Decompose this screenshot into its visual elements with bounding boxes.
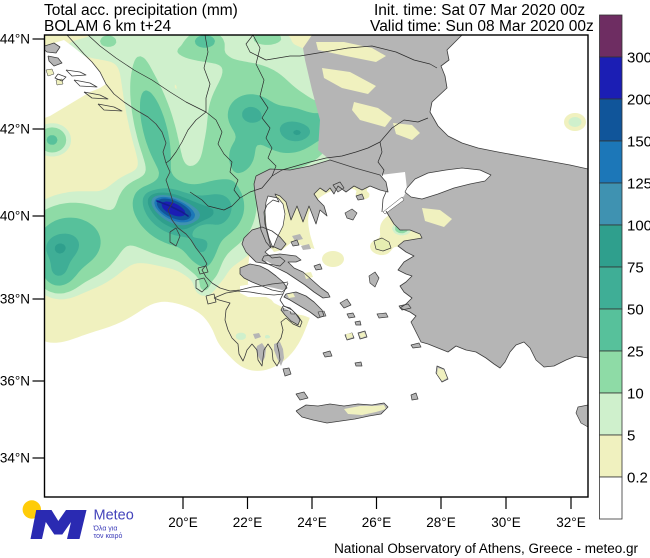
svg-text:Total acc. precipitation (mm): Total acc. precipitation (mm) — [44, 2, 238, 19]
svg-text:10: 10 — [627, 386, 644, 403]
svg-text:22°E: 22°E — [233, 515, 262, 530]
svg-text:Meteo: Meteo — [94, 508, 134, 524]
svg-text:25: 25 — [627, 344, 644, 361]
svg-text:τον καιρό: τον καιρό — [94, 532, 123, 540]
svg-text:5: 5 — [627, 428, 635, 445]
svg-text:26°E: 26°E — [362, 515, 391, 530]
svg-text:Valid time: Sun 08 Mar 2020 00: Valid time: Sun 08 Mar 2020 00z — [370, 18, 594, 35]
svg-text:44°N: 44°N — [0, 32, 30, 47]
svg-text:30°E: 30°E — [491, 515, 520, 530]
svg-text:0.2: 0.2 — [627, 470, 648, 487]
svg-text:100: 100 — [627, 218, 650, 235]
svg-text:200: 200 — [627, 92, 650, 109]
svg-text:32°E: 32°E — [556, 515, 585, 530]
svg-text:50: 50 — [627, 302, 644, 319]
svg-text:75: 75 — [627, 260, 644, 277]
svg-text:300: 300 — [627, 50, 650, 67]
svg-text:125: 125 — [627, 176, 650, 193]
svg-text:34°N: 34°N — [0, 451, 30, 466]
svg-text:150: 150 — [627, 134, 650, 151]
svg-text:Init. time: Sat 07 Mar 2020 00: Init. time: Sat 07 Mar 2020 00z — [374, 2, 585, 19]
svg-text:24°E: 24°E — [297, 515, 326, 530]
svg-text:Όλα για: Όλα για — [93, 526, 118, 533]
svg-text:National Observatory of Athens: National Observatory of Athens, Greece -… — [334, 541, 638, 556]
svg-text:28°E: 28°E — [426, 515, 455, 530]
svg-text:20°E: 20°E — [168, 515, 197, 530]
svg-text:36°N: 36°N — [0, 374, 30, 389]
svg-text:42°N: 42°N — [0, 122, 30, 137]
svg-text:BOLAM 6 km t+24: BOLAM 6 km t+24 — [44, 18, 171, 35]
svg-text:40°N: 40°N — [0, 209, 30, 224]
svg-text:38°N: 38°N — [0, 292, 30, 307]
